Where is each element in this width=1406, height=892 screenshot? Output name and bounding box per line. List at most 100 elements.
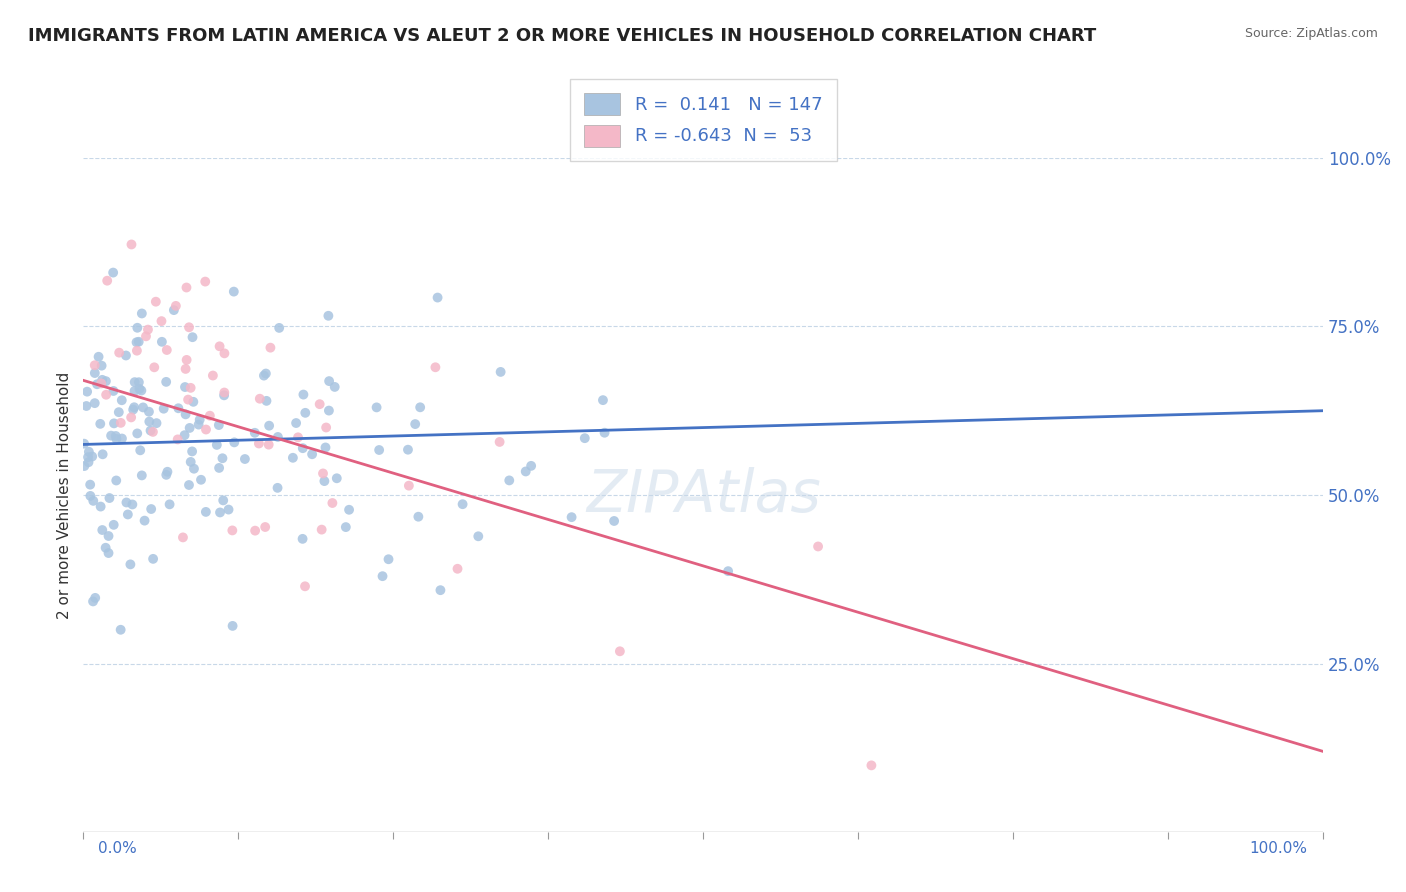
Point bbox=[717, 564, 740, 578]
Point bbox=[83, 366, 105, 380]
Point bbox=[180, 455, 202, 469]
Point bbox=[187, 417, 209, 432]
Point bbox=[318, 403, 340, 417]
Point bbox=[294, 406, 316, 420]
Point bbox=[195, 423, 218, 437]
Point bbox=[86, 377, 108, 392]
Point bbox=[89, 417, 111, 431]
Point bbox=[127, 320, 149, 334]
Point bbox=[446, 562, 468, 576]
Point bbox=[254, 520, 277, 534]
Point bbox=[318, 374, 340, 388]
Point bbox=[291, 441, 314, 455]
Point bbox=[79, 489, 101, 503]
Point bbox=[77, 450, 100, 464]
Point bbox=[91, 373, 114, 387]
Point bbox=[115, 495, 138, 509]
Point bbox=[269, 321, 291, 335]
Point bbox=[287, 430, 309, 444]
Y-axis label: 2 or more Vehicles in Household: 2 or more Vehicles in Household bbox=[58, 371, 72, 619]
Point bbox=[167, 401, 190, 416]
Text: ZIPAtlas: ZIPAtlas bbox=[586, 467, 821, 524]
Point bbox=[156, 465, 179, 479]
Point bbox=[396, 442, 419, 457]
Point bbox=[318, 309, 340, 323]
Point bbox=[371, 569, 394, 583]
Point bbox=[145, 294, 167, 309]
Point bbox=[97, 546, 120, 560]
Point bbox=[243, 524, 266, 538]
Point bbox=[141, 502, 163, 516]
Point bbox=[212, 493, 235, 508]
Point bbox=[136, 323, 159, 337]
Point bbox=[520, 458, 543, 473]
Point bbox=[323, 380, 346, 394]
Point bbox=[174, 380, 197, 394]
Point bbox=[281, 450, 304, 465]
Point bbox=[121, 237, 143, 252]
Point bbox=[194, 505, 217, 519]
Point bbox=[82, 450, 104, 464]
Point bbox=[107, 405, 129, 419]
Point bbox=[134, 514, 156, 528]
Point bbox=[91, 447, 114, 461]
Point bbox=[488, 434, 510, 449]
Point bbox=[211, 451, 233, 466]
Point bbox=[188, 413, 211, 427]
Point bbox=[183, 394, 205, 409]
Text: 0.0%: 0.0% bbox=[98, 841, 138, 856]
Point bbox=[166, 433, 188, 447]
Point bbox=[138, 415, 160, 429]
Point bbox=[247, 436, 270, 450]
Point bbox=[73, 458, 96, 473]
Point bbox=[429, 583, 451, 598]
Point bbox=[326, 471, 349, 485]
Point bbox=[152, 401, 174, 416]
Point bbox=[94, 388, 117, 402]
Point bbox=[409, 401, 432, 415]
Point bbox=[87, 350, 110, 364]
Point bbox=[311, 523, 333, 537]
Point bbox=[110, 416, 132, 430]
Point bbox=[83, 358, 105, 372]
Point bbox=[122, 401, 145, 415]
Point bbox=[103, 384, 125, 398]
Point bbox=[315, 420, 337, 434]
Point bbox=[301, 447, 323, 461]
Point bbox=[256, 393, 278, 408]
Point bbox=[128, 334, 150, 349]
Point bbox=[108, 345, 131, 359]
Point bbox=[208, 339, 231, 353]
Point bbox=[129, 443, 152, 458]
Point bbox=[592, 393, 614, 408]
Point bbox=[111, 393, 134, 408]
Point bbox=[128, 375, 150, 389]
Point bbox=[179, 421, 201, 435]
Point bbox=[609, 644, 631, 658]
Point bbox=[75, 399, 97, 413]
Point bbox=[176, 280, 198, 294]
Point bbox=[183, 461, 205, 475]
Point bbox=[174, 408, 197, 422]
Point bbox=[335, 520, 357, 534]
Point bbox=[142, 425, 165, 439]
Point bbox=[181, 330, 204, 344]
Point bbox=[368, 442, 391, 457]
Point bbox=[105, 432, 128, 446]
Point bbox=[163, 303, 186, 318]
Point bbox=[159, 497, 181, 511]
Point bbox=[426, 291, 449, 305]
Point bbox=[165, 299, 187, 313]
Point bbox=[172, 530, 194, 544]
Text: 100.0%: 100.0% bbox=[1250, 841, 1308, 856]
Point bbox=[77, 444, 100, 458]
Point bbox=[82, 494, 104, 508]
Point bbox=[135, 329, 157, 343]
Point bbox=[96, 274, 118, 288]
Point bbox=[249, 392, 271, 406]
Point bbox=[103, 517, 125, 532]
Point bbox=[125, 343, 148, 358]
Point bbox=[214, 346, 236, 360]
Point bbox=[150, 314, 173, 328]
Point bbox=[128, 382, 150, 396]
